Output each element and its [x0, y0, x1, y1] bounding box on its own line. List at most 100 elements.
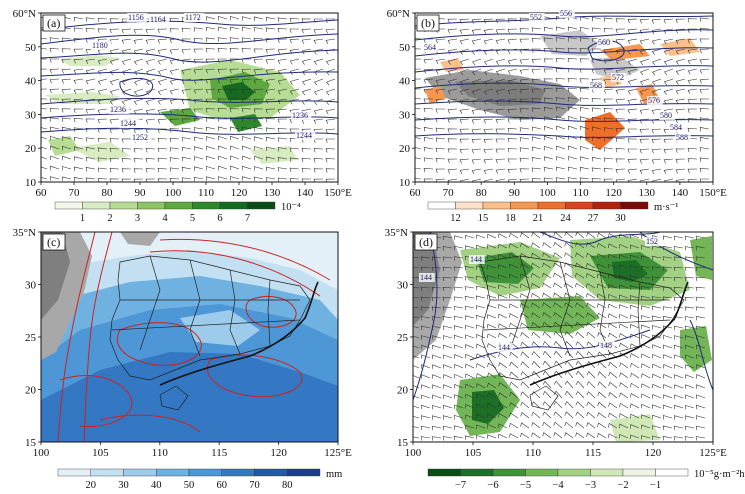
wind-barb	[520, 293, 530, 299]
wind-barb	[696, 344, 706, 350]
wind-barb	[133, 128, 144, 134]
wind-barb	[651, 425, 662, 430]
wind-barb	[507, 148, 518, 153]
wind-barb	[217, 107, 228, 113]
wind-barb	[641, 315, 651, 320]
wind-barb	[157, 108, 168, 115]
wind-barb	[663, 58, 674, 66]
wind-barb	[619, 423, 629, 429]
wind-barb	[555, 78, 566, 83]
y-tick-label: 10	[25, 177, 37, 189]
wind-barb	[193, 27, 204, 32]
wind-barb	[145, 168, 156, 173]
colorbar-swatch	[427, 201, 456, 210]
wind-barb	[498, 284, 508, 289]
wind-barb	[553, 331, 563, 339]
wind-barb	[685, 404, 695, 410]
wind-barb	[229, 88, 240, 94]
wind-barb	[181, 68, 192, 75]
wind-barb	[454, 394, 464, 399]
wind-barb	[289, 147, 300, 152]
wind-barb	[325, 18, 335, 23]
wind-barb	[687, 178, 698, 182]
wind-barb	[556, 115, 566, 121]
wind-barb	[289, 18, 300, 23]
wind-barb	[641, 393, 651, 399]
wind-barb	[169, 118, 180, 124]
wind-barb	[651, 286, 662, 291]
wind-barb	[50, 165, 60, 171]
wind-barb	[49, 58, 59, 63]
wind-barb	[542, 421, 552, 429]
wind-barb	[157, 48, 168, 55]
wind-barb	[509, 422, 519, 429]
wind-barb	[687, 108, 698, 113]
contour-label: 1172	[185, 13, 201, 22]
wind-barb	[630, 343, 640, 349]
wind-barb	[662, 325, 673, 330]
wind-barb	[465, 363, 475, 369]
x-tick-label: 125°E	[699, 447, 727, 459]
wind-barb	[230, 135, 240, 141]
wind-barb	[487, 413, 497, 419]
colorbar-tick-label: 30	[118, 480, 129, 491]
wind-barb	[475, 285, 486, 291]
wind-barb	[695, 425, 706, 431]
wind-barb	[519, 127, 530, 132]
wind-barb	[586, 331, 596, 339]
panel-c-colorbar: 20 30 40 50 60 70 80 mm	[57, 468, 342, 491]
wind-barb	[487, 403, 497, 409]
wind-barb	[542, 360, 552, 369]
wind-barb	[630, 304, 640, 310]
wind-barb	[133, 108, 144, 115]
wind-barb	[639, 98, 650, 105]
wind-barb	[627, 158, 638, 164]
wind-barb	[145, 98, 156, 105]
wind-barb	[651, 148, 662, 154]
wind-barb	[520, 341, 530, 349]
wind-barb	[695, 316, 706, 321]
wind-barb	[421, 354, 431, 359]
wind-barb	[61, 126, 72, 132]
wind-barb	[575, 341, 585, 349]
wind-barb	[217, 26, 228, 32]
wind-barb	[627, 88, 638, 95]
wind-barb	[241, 176, 252, 181]
wind-barb	[555, 26, 566, 31]
colorbar-swatch	[455, 201, 484, 210]
wind-barb	[608, 352, 618, 359]
wind-barb	[121, 28, 132, 34]
wind-barb	[193, 108, 203, 113]
x-tick-label: 60	[36, 187, 48, 199]
colorbar-unit: mm	[326, 469, 342, 480]
wind-barb	[568, 135, 578, 140]
y-tick-label: 40	[25, 76, 37, 88]
wind-barb	[109, 78, 120, 86]
wind-barb	[146, 78, 156, 86]
wind-barb	[447, 178, 458, 182]
wind-barb	[591, 146, 602, 151]
wind-barb	[442, 306, 453, 311]
wind-barb	[415, 68, 422, 70]
wind-barb	[531, 157, 542, 162]
wind-barb	[507, 108, 518, 114]
wind-barb	[423, 157, 434, 162]
wind-barb	[443, 374, 453, 379]
wind-barb	[483, 138, 494, 144]
wind-barb	[695, 256, 706, 261]
wind-barb	[674, 354, 684, 359]
wind-barb	[85, 108, 96, 114]
wind-barb	[699, 127, 710, 132]
wind-barb	[586, 422, 596, 429]
wind-barb	[575, 292, 585, 299]
wind-barb	[73, 16, 84, 22]
wind-barb	[49, 98, 59, 103]
wind-barb	[421, 374, 431, 379]
wind-barb	[662, 235, 673, 240]
wind-barb	[325, 158, 336, 163]
wind-barb	[301, 48, 312, 55]
wind-barb	[553, 401, 563, 409]
wind-barb	[651, 38, 662, 45]
wind-barb	[586, 432, 596, 439]
wind-barb	[229, 176, 240, 181]
